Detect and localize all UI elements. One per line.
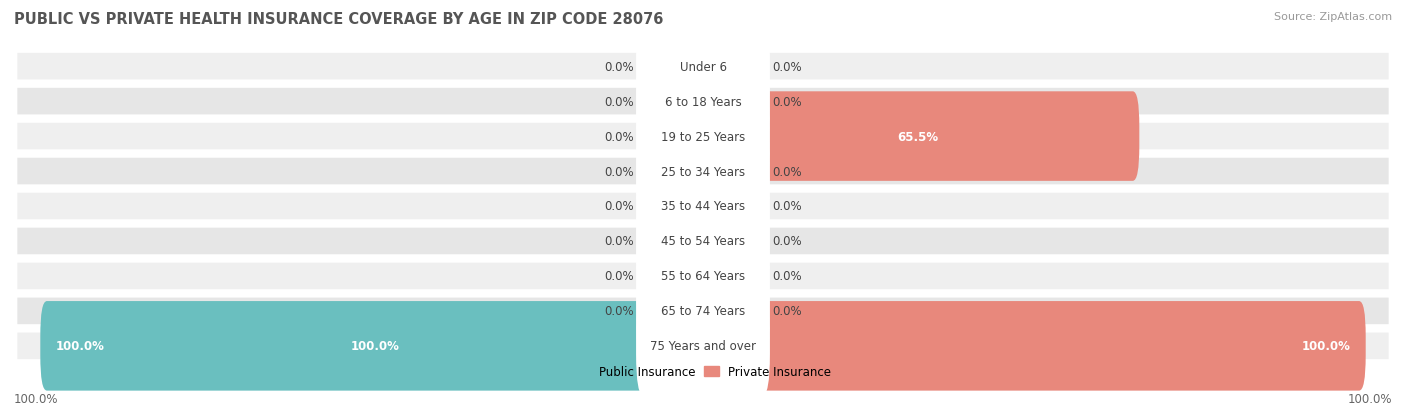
Text: Source: ZipAtlas.com: Source: ZipAtlas.com	[1274, 12, 1392, 22]
FancyBboxPatch shape	[636, 121, 770, 222]
Text: 35 to 44 Years: 35 to 44 Years	[661, 200, 745, 213]
FancyBboxPatch shape	[696, 127, 762, 216]
Text: 0.0%: 0.0%	[605, 305, 634, 318]
FancyBboxPatch shape	[696, 232, 762, 321]
Text: 0.0%: 0.0%	[772, 165, 801, 178]
FancyBboxPatch shape	[17, 333, 1389, 359]
Text: 19 to 25 Years: 19 to 25 Years	[661, 130, 745, 143]
Text: Under 6: Under 6	[679, 61, 727, 74]
Text: 0.0%: 0.0%	[772, 305, 801, 318]
Text: 0.0%: 0.0%	[605, 165, 634, 178]
FancyBboxPatch shape	[17, 228, 1389, 255]
Text: 0.0%: 0.0%	[772, 270, 801, 283]
FancyBboxPatch shape	[636, 157, 770, 256]
FancyBboxPatch shape	[17, 89, 1389, 115]
FancyBboxPatch shape	[636, 191, 770, 292]
Text: 25 to 34 Years: 25 to 34 Years	[661, 165, 745, 178]
FancyBboxPatch shape	[696, 301, 1365, 391]
FancyBboxPatch shape	[644, 162, 710, 251]
FancyBboxPatch shape	[644, 57, 710, 147]
FancyBboxPatch shape	[644, 92, 710, 181]
Text: 0.0%: 0.0%	[772, 200, 801, 213]
FancyBboxPatch shape	[644, 197, 710, 286]
Text: 100.0%: 100.0%	[55, 339, 104, 352]
Text: 0.0%: 0.0%	[772, 235, 801, 248]
Text: 0.0%: 0.0%	[605, 200, 634, 213]
FancyBboxPatch shape	[17, 123, 1389, 150]
Text: 0.0%: 0.0%	[605, 95, 634, 108]
FancyBboxPatch shape	[17, 263, 1389, 290]
Text: 100.0%: 100.0%	[14, 392, 59, 405]
Text: 0.0%: 0.0%	[605, 270, 634, 283]
FancyBboxPatch shape	[17, 193, 1389, 220]
FancyBboxPatch shape	[636, 52, 770, 152]
Text: 65 to 74 Years: 65 to 74 Years	[661, 305, 745, 318]
FancyBboxPatch shape	[644, 232, 710, 321]
FancyBboxPatch shape	[696, 92, 1139, 181]
FancyBboxPatch shape	[636, 17, 770, 117]
Text: PUBLIC VS PRIVATE HEALTH INSURANCE COVERAGE BY AGE IN ZIP CODE 28076: PUBLIC VS PRIVATE HEALTH INSURANCE COVER…	[14, 12, 664, 27]
FancyBboxPatch shape	[696, 197, 762, 286]
FancyBboxPatch shape	[696, 22, 762, 112]
FancyBboxPatch shape	[644, 127, 710, 216]
FancyBboxPatch shape	[636, 296, 770, 396]
FancyBboxPatch shape	[644, 22, 710, 112]
Text: 6 to 18 Years: 6 to 18 Years	[665, 95, 741, 108]
FancyBboxPatch shape	[696, 57, 762, 147]
Text: 65.5%: 65.5%	[897, 130, 938, 143]
FancyBboxPatch shape	[696, 266, 762, 356]
Text: 0.0%: 0.0%	[605, 235, 634, 248]
Text: 0.0%: 0.0%	[772, 95, 801, 108]
FancyBboxPatch shape	[17, 298, 1389, 324]
Text: 100.0%: 100.0%	[1302, 339, 1351, 352]
Text: 45 to 54 Years: 45 to 54 Years	[661, 235, 745, 248]
Text: 75 Years and over: 75 Years and over	[650, 339, 756, 352]
FancyBboxPatch shape	[636, 261, 770, 361]
FancyBboxPatch shape	[17, 54, 1389, 80]
FancyBboxPatch shape	[636, 87, 770, 187]
Legend: Public Insurance, Private Insurance: Public Insurance, Private Insurance	[571, 360, 835, 383]
Text: 0.0%: 0.0%	[605, 61, 634, 74]
FancyBboxPatch shape	[636, 226, 770, 326]
Text: 100.0%: 100.0%	[350, 339, 399, 352]
FancyBboxPatch shape	[644, 266, 710, 356]
Text: 0.0%: 0.0%	[605, 130, 634, 143]
Text: 0.0%: 0.0%	[772, 61, 801, 74]
Text: 100.0%: 100.0%	[1347, 392, 1392, 405]
FancyBboxPatch shape	[17, 158, 1389, 185]
FancyBboxPatch shape	[41, 301, 710, 391]
FancyBboxPatch shape	[696, 162, 762, 251]
Text: 55 to 64 Years: 55 to 64 Years	[661, 270, 745, 283]
